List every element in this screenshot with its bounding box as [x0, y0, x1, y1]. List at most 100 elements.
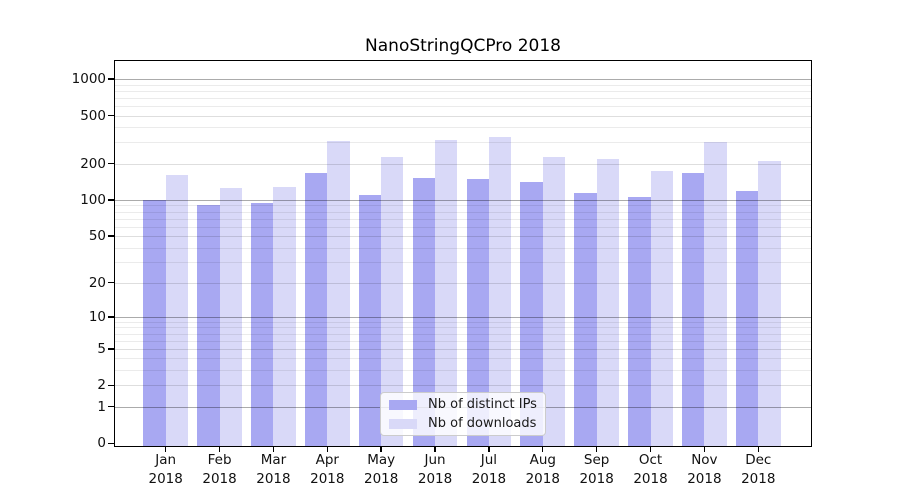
y-tick-50 [108, 235, 115, 237]
x-tick-feb [218, 446, 221, 452]
x-label-year: 2018 [363, 471, 399, 487]
gridline-400 [115, 127, 811, 129]
x-label-year: 2018 [471, 471, 507, 487]
x-label-month: Oct [638, 452, 663, 468]
chart-title: NanoStringQCPro 2018 [365, 36, 561, 56]
x-label-oct: Oct 2018 [619, 451, 683, 489]
bar-downloads-may [381, 156, 404, 446]
y-tick-200 [108, 162, 115, 165]
x-label-year: 2018 [525, 471, 560, 487]
y-tick-label-1000: 1000 [71, 71, 106, 88]
bar-distinct-ips-nov [682, 172, 705, 446]
bar-downloads-apr [327, 140, 350, 446]
x-label-month: Jul [480, 452, 498, 468]
gridline-1000 [115, 79, 811, 81]
legend-swatch-distinct-ips [389, 399, 417, 410]
x-tick-apr [326, 446, 328, 452]
bar-distinct-ips-apr [305, 173, 328, 446]
legend-item-distinct-ips: Nb of distinct IPs [381, 397, 545, 412]
bar-downloads-aug [542, 156, 566, 446]
bar-distinct-ips-feb [197, 204, 220, 446]
y-tick-1 [108, 406, 115, 408]
x-label-year: 2018 [579, 471, 614, 487]
y-tick-100 [108, 199, 115, 201]
x-label-month: Jun [424, 452, 446, 468]
bar-distinct-ips-may [358, 195, 382, 446]
bar-distinct-ips-sep [574, 193, 597, 446]
bar-distinct-ips-mar [251, 202, 274, 446]
x-label-year: 2018 [148, 471, 183, 487]
x-label-jul: Jul 2018 [457, 451, 521, 489]
y-tick-500 [108, 114, 115, 117]
y-tick-20 [108, 282, 115, 284]
x-label-jan: Jan 2018 [134, 451, 198, 489]
bar-downloads-dec [758, 161, 781, 446]
legend-swatch-downloads [389, 418, 417, 429]
x-tick-dec [757, 446, 759, 452]
x-label-nov: Nov 2018 [672, 451, 736, 489]
bar-downloads-jul [488, 137, 512, 446]
y-tick-label-0: 0 [97, 435, 106, 452]
x-label-apr: Apr 2018 [295, 451, 359, 489]
x-tick-sep [595, 446, 598, 452]
x-label-sep: Sep 2018 [565, 451, 629, 489]
y-tick-5 [108, 348, 115, 350]
x-label-aug: Aug 2018 [511, 451, 575, 489]
y-tick-label-2: 2 [97, 377, 106, 394]
y-tick-label-5: 5 [97, 340, 106, 357]
y-tick-label-200: 200 [80, 155, 106, 172]
x-label-month: Mar [260, 452, 287, 468]
x-label-year: 2018 [633, 471, 668, 487]
gridline-600 [115, 105, 811, 107]
y-tick-label-100: 100 [80, 191, 106, 208]
bar-downloads-jan [165, 175, 188, 446]
x-label-feb: Feb 2018 [188, 451, 252, 489]
gridline-900 [115, 84, 811, 86]
gridline-700 [115, 97, 811, 99]
bar-distinct-ips-oct [628, 196, 651, 446]
x-tick-mar [272, 446, 275, 452]
y-tick-10 [108, 316, 115, 318]
legend-item-downloads: Nb of downloads [381, 416, 545, 431]
bar-distinct-ips-jul [466, 178, 489, 446]
x-label-year: 2018 [310, 471, 345, 487]
x-label-month: Sep [583, 452, 610, 468]
y-tick-0 [108, 442, 115, 444]
legend-label-distinct-ips: Nb of distinct IPs [428, 397, 537, 412]
y-tick-1000 [108, 78, 115, 80]
y-tick-label-20: 20 [88, 274, 106, 291]
x-tick-oct [649, 446, 652, 452]
bar-distinct-ips-jan [143, 199, 166, 446]
y-tick-2 [108, 384, 115, 387]
x-label-jun: Jun 2018 [403, 451, 467, 489]
x-label-year: 2018 [202, 471, 237, 487]
x-tick-jan [165, 446, 167, 452]
x-tick-jul [488, 446, 490, 452]
x-label-month: Jan [155, 452, 177, 468]
x-label-year: 2018 [687, 471, 722, 487]
bar-downloads-feb [219, 187, 242, 446]
legend: Nb of distinct IPs Nb of downloads [380, 392, 546, 436]
x-label-dec: Dec 2018 [726, 451, 790, 489]
x-label-month: Nov [691, 452, 718, 468]
x-label-month: Apr [315, 452, 339, 468]
x-tick-may [380, 446, 382, 452]
bar-distinct-ips-jun [412, 178, 436, 446]
bar-downloads-mar [273, 187, 296, 446]
x-label-month: May [367, 452, 396, 468]
bar-downloads-jun [435, 140, 458, 446]
x-label-may: May 2018 [349, 451, 413, 489]
x-label-month: Dec [745, 452, 772, 468]
x-tick-nov [703, 446, 706, 452]
x-label-month: Feb [207, 452, 232, 468]
plot-area: Nb of distinct IPs Nb of downloads [114, 60, 812, 447]
bar-distinct-ips-dec [735, 190, 759, 446]
y-tick-label-10: 10 [88, 308, 106, 325]
x-tick-jun [434, 446, 436, 452]
y-tick-label-500: 500 [80, 107, 106, 124]
bar-downloads-nov [704, 141, 727, 446]
y-tick-label-1: 1 [97, 398, 106, 415]
gridline-800 [115, 90, 811, 92]
bar-distinct-ips-aug [520, 182, 543, 446]
